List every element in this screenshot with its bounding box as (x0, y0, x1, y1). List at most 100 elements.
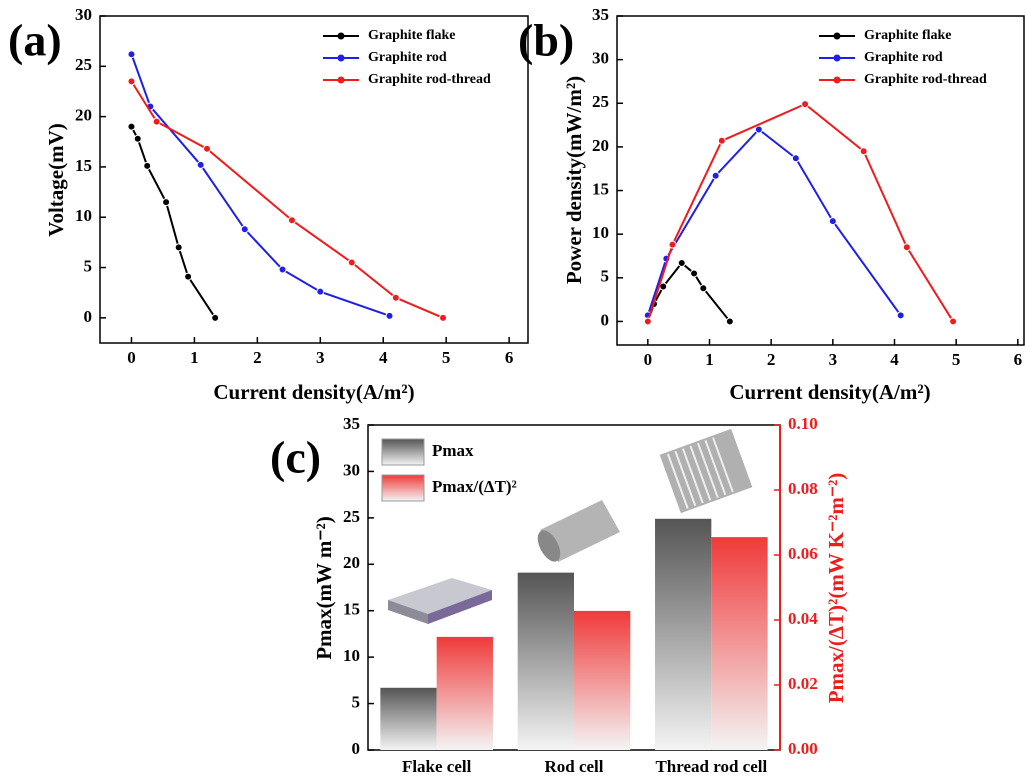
data-point (391, 293, 400, 302)
y2-tick-label: 0.02 (788, 674, 818, 693)
legend-swatch (381, 474, 425, 502)
y-axis-title: Pmax(mW m⁻²) (312, 516, 336, 660)
y-tick-label: 20 (75, 106, 92, 125)
y-axis-title: Voltage(mV) (44, 123, 68, 237)
decor-flake (388, 578, 492, 624)
x-tick-label: 0 (644, 350, 653, 369)
x-tick-label: 4 (890, 350, 899, 369)
x-tick-label: 3 (829, 350, 838, 369)
bar (711, 537, 768, 750)
y-tick-label: 10 (592, 223, 609, 242)
legend-marker (337, 54, 345, 62)
data-point (196, 160, 205, 169)
x-tick-label: 2 (253, 348, 262, 367)
data-point (690, 269, 699, 278)
y-tick-label: 15 (343, 600, 360, 619)
legend-label: Graphite rod (368, 50, 447, 65)
panel-label: (c) (270, 432, 321, 483)
y2-tick-label: 0.04 (788, 609, 818, 628)
x-tick-label: 2 (767, 350, 776, 369)
y-tick-label: 25 (75, 55, 92, 74)
y-tick-label: 15 (592, 179, 609, 198)
series-line (646, 128, 902, 316)
plot-frame (99, 15, 529, 344)
x-tick-label: 1 (705, 350, 714, 369)
data-point (754, 125, 763, 134)
legend-label: Graphite flake (864, 28, 952, 43)
data-point (143, 161, 152, 170)
legend-label: Graphite rod-thread (864, 72, 987, 87)
series-line (646, 261, 731, 323)
legend-swatch (381, 438, 425, 466)
legend-label: Pmax (432, 441, 474, 460)
data-point (439, 313, 448, 322)
data-point (801, 100, 810, 109)
data-point (902, 243, 911, 252)
data-point (859, 147, 868, 156)
x-tick-label: Thread rod cell (655, 757, 767, 776)
x-tick-label: 5 (442, 348, 451, 367)
y2-tick-label: 0.08 (788, 479, 818, 498)
data-point (127, 77, 136, 86)
series-line (130, 126, 217, 319)
data-point (668, 240, 677, 249)
y-tick-label: 10 (343, 646, 360, 665)
data-point (896, 311, 905, 320)
x-axis-title: Current density(A/m²) (729, 380, 930, 404)
data-point (949, 317, 958, 326)
data-point (791, 154, 800, 163)
y-tick-label: 15 (75, 156, 92, 175)
x-tick-label: Rod cell (544, 757, 603, 776)
data-point (677, 258, 686, 267)
data-point (133, 134, 142, 143)
data-point (278, 265, 287, 274)
legend-marker (833, 54, 841, 62)
y2-tick-label: 0.10 (788, 414, 818, 433)
series-line (130, 80, 444, 319)
x-tick-label: 4 (379, 348, 388, 367)
x-tick-label: 0 (127, 348, 136, 367)
y-tick-label: 25 (592, 92, 609, 111)
y-tick-label: 30 (592, 49, 609, 68)
data-point (385, 311, 394, 320)
y-tick-label: 25 (343, 507, 360, 526)
x-tick-label: 1 (190, 348, 199, 367)
legend-marker (833, 32, 841, 40)
x-tick-label: 6 (505, 348, 514, 367)
bar (574, 610, 631, 750)
data-point (184, 272, 193, 281)
legend-marker (833, 76, 841, 84)
y2-tick-label: 0.06 (788, 544, 818, 563)
data-point (203, 144, 211, 153)
bar (380, 687, 437, 750)
data-point (174, 243, 183, 252)
plot-frame (616, 15, 1025, 346)
x-axis-title: Current density(A/m²) (213, 380, 414, 404)
bar (517, 572, 574, 750)
x-tick-label: Flake cell (402, 757, 472, 776)
data-point (699, 284, 708, 293)
data-point (152, 117, 161, 126)
data-point (240, 225, 249, 234)
y-tick-label: 5 (601, 267, 610, 286)
series-line (130, 53, 390, 317)
legend-label: Graphite rod-thread (368, 72, 491, 87)
panel-label: (a) (8, 15, 62, 66)
x-tick-label: 3 (316, 348, 325, 367)
y-tick-label: 0 (352, 739, 361, 758)
y-tick-label: 5 (84, 256, 93, 275)
decor-thread-rod (659, 428, 753, 514)
y-tick-label: 5 (352, 692, 361, 711)
y-tick-label: 30 (343, 460, 360, 479)
data-point (717, 136, 726, 145)
data-point (828, 217, 837, 226)
decor-rod (537, 500, 620, 562)
data-point (287, 216, 296, 225)
x-tick-label: 6 (1014, 350, 1023, 369)
bar (655, 518, 712, 750)
y-tick-label: 0 (84, 307, 93, 326)
legend-label: Pmax/(ΔT)² (432, 477, 517, 496)
panel-label: (b) (518, 15, 574, 66)
y-axis-title: Power density(mW/m²) (562, 76, 586, 284)
